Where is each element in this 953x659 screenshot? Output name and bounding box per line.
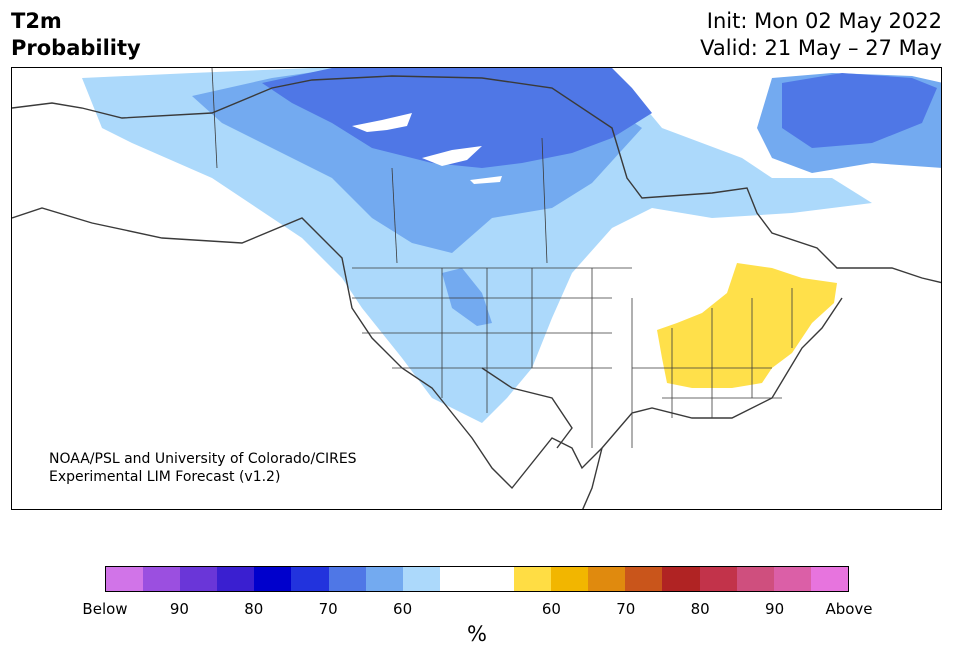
credit-text: NOAA/PSL and University of Colorado/CIRE… <box>49 450 357 486</box>
date-info: Init: Mon 02 May 2022 Valid: 21 May – 27… <box>700 8 942 62</box>
colorbar-segment <box>514 567 552 591</box>
colorbar-segment <box>328 567 366 591</box>
state-borders <box>211 68 793 448</box>
forecast-map <box>12 68 941 509</box>
subtitle-label: Probability <box>11 36 141 60</box>
variable-label: T2m <box>11 9 62 33</box>
coastlines <box>12 75 941 509</box>
colorbar-segment <box>106 567 144 591</box>
colorbar-segment <box>625 567 663 591</box>
colorbar-tick-label: Below <box>82 600 128 618</box>
colorbar-tick-label: 60 <box>541 600 561 618</box>
colorbar-tick-label: 90 <box>169 600 189 618</box>
colorbar-tick-label: Above <box>825 600 873 618</box>
colorbar <box>105 566 849 592</box>
colorbar-tick-label: 90 <box>765 600 785 618</box>
lake-shape-3 <box>470 176 502 184</box>
colorbar-tick-label: 70 <box>616 600 636 618</box>
colorbar-segment <box>143 567 181 591</box>
init-date: Init: Mon 02 May 2022 <box>706 9 942 33</box>
credit-line-2: Experimental LIM Forecast (v1.2) <box>49 469 281 485</box>
colorbar-segment <box>810 567 848 591</box>
below-60-region <box>82 68 872 423</box>
colorbar-unit: % <box>467 622 487 646</box>
below-70-region-2 <box>442 268 492 326</box>
colorbar-segment <box>217 567 255 591</box>
below-80-region-2 <box>782 73 937 148</box>
colorbar-segment <box>773 567 811 591</box>
colorbar-segment <box>254 567 292 591</box>
colorbar-segment <box>476 567 515 591</box>
lake-shape <box>352 113 412 132</box>
colorbar-tick-label: 70 <box>318 600 338 618</box>
colorbar-segment <box>588 567 626 591</box>
colorbar-segment <box>291 567 329 591</box>
valid-range: Valid: 21 May – 27 May <box>700 36 942 60</box>
colorbar-tick-label: 60 <box>393 600 413 618</box>
below-80-region <box>262 68 652 168</box>
colorbar-segment <box>365 567 403 591</box>
colorbar-segment <box>662 567 700 591</box>
colorbar-segment <box>402 567 440 591</box>
map-panel <box>11 67 942 510</box>
colorbar-segment <box>736 567 774 591</box>
lake-shape-2 <box>422 146 482 166</box>
colorbar-tick-label: 80 <box>244 600 264 618</box>
colorbar-segment <box>180 567 218 591</box>
colorbar-tick-label: 80 <box>690 600 710 618</box>
credit-line-1: NOAA/PSL and University of Colorado/CIRE… <box>49 451 357 467</box>
colorbar-segment <box>699 567 737 591</box>
colorbar-segment <box>551 567 589 591</box>
above-60-region <box>657 263 837 388</box>
colorbar-segment <box>439 567 477 591</box>
chart-title: T2m Probability <box>11 8 141 62</box>
